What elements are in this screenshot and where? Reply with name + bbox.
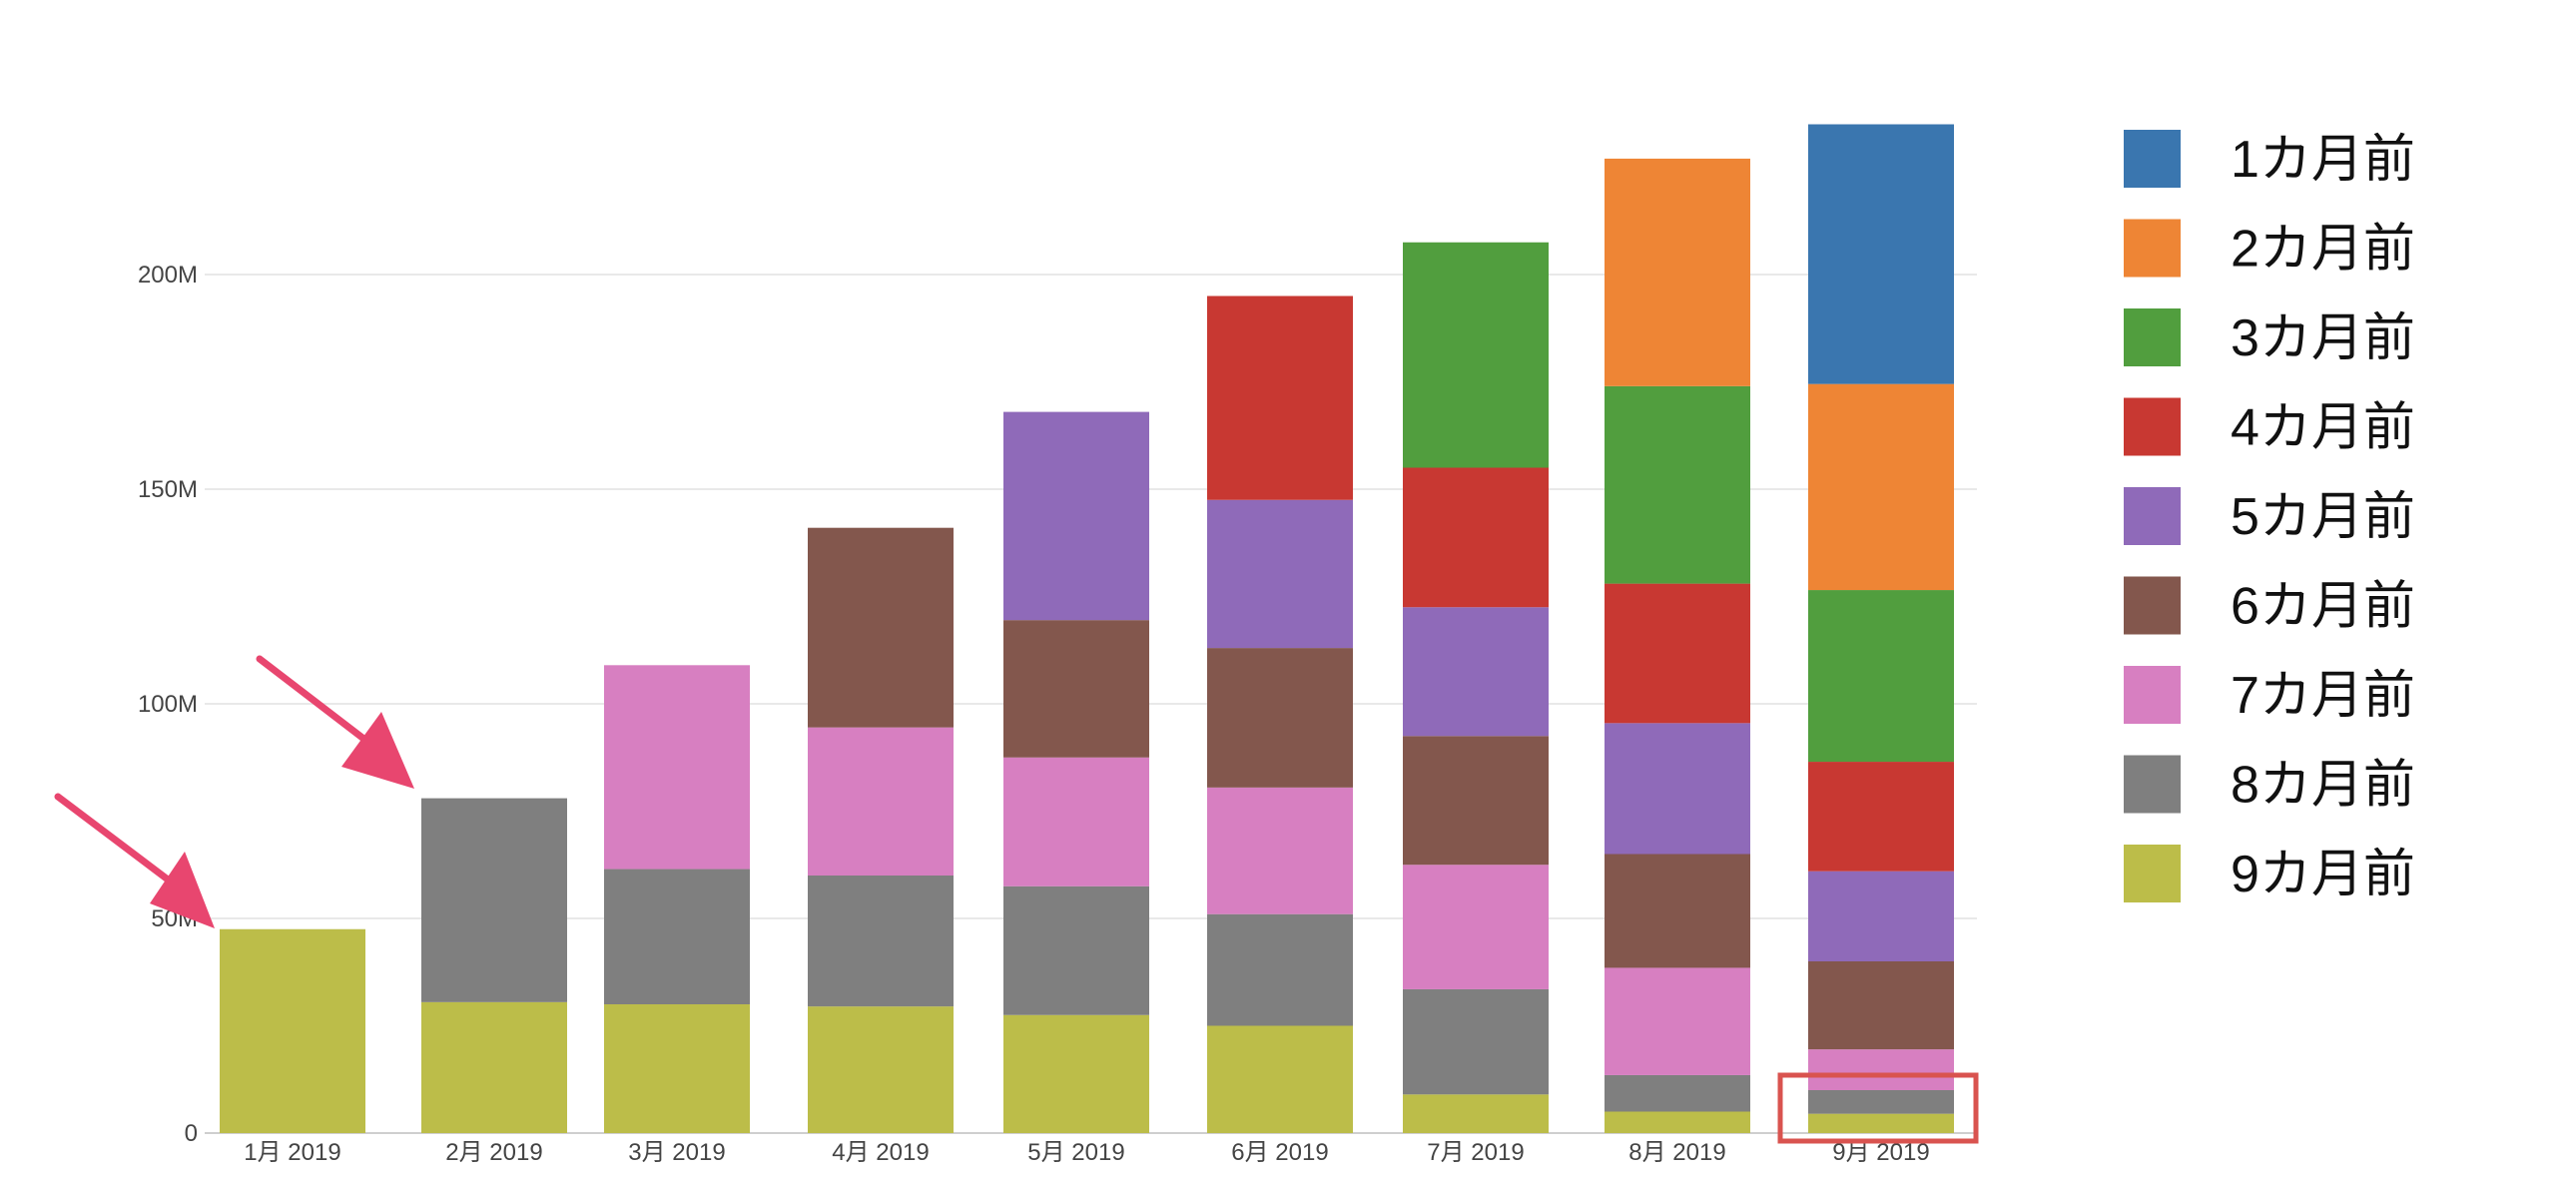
x-tick-label: 3月 2019 [628,1139,725,1166]
bar-segment [808,527,954,728]
annotation-arrow-head [341,712,414,789]
bar-segment [808,727,954,876]
bar-segment [1808,762,1954,872]
annotation-arrow-shaft [256,655,383,755]
bar-segment [1605,1111,1750,1133]
bar-segment [1207,787,1353,914]
bar-segment [808,1006,954,1133]
legend-label: 7カ月前 [2231,667,2415,725]
bar-segment [1808,871,1954,961]
y-tick-label: 0 [185,1120,198,1147]
bar-segment [421,1001,567,1133]
legend-label: 2カ月前 [2231,221,2415,279]
bar-segment [1808,124,1954,384]
bar-segment [1808,1049,1954,1090]
legend-label: 6カ月前 [2231,578,2415,636]
bar-segment [1403,242,1549,468]
bar-segment [1003,757,1149,886]
bar-segment [1403,736,1549,866]
legend-swatch [2124,845,2181,902]
x-tick-label: 2月 2019 [445,1139,542,1166]
x-tick-label: 5月 2019 [1027,1139,1124,1166]
bar-segment [604,869,750,1004]
legend-swatch [2124,666,2181,724]
y-tick-label: 150M [138,476,198,503]
bar-segment [1403,467,1549,608]
bar-segment [1605,158,1750,386]
legend-label: 3カ月前 [2231,309,2415,367]
legend-swatch [2124,130,2181,188]
bar-segment [1003,620,1149,758]
bar-segment [1207,499,1353,649]
x-axis: 1月 2019 2月 2019 3月 2019 4月 2019 5月 2019 6月 20… [244,1139,1929,1166]
x-tick-label: 8月 2019 [1628,1139,1725,1166]
legend-swatch [2124,487,2181,545]
bar-segment [1808,383,1954,591]
bar-segment [1605,854,1750,968]
bar-segment [1003,411,1149,621]
legend-label: 1カ月前 [2231,131,2415,189]
y-tick-label: 200M [138,262,198,289]
annotation-arrow-shaft [54,793,184,892]
bar-segment [421,798,567,1002]
bar-segment [1605,583,1750,724]
legend-swatch [2124,219,2181,278]
bar-segment [604,665,750,870]
bar-segment [1403,988,1549,1095]
legend-label: 9カ月前 [2231,846,2415,903]
bars [220,124,1954,1133]
bar-segment [1808,961,1954,1050]
bar-segment [220,928,365,1133]
bar-segment [1403,865,1549,989]
y-tick-label: 100M [138,691,198,718]
legend-swatch [2124,308,2181,366]
legend-label: 5カ月前 [2231,488,2415,546]
bar-segment [1808,590,1954,763]
bar-segment [1808,1090,1954,1114]
annotation-highlight-box [1777,1072,1979,1144]
x-tick-label: 7月 2019 [1427,1139,1524,1166]
legend-swatch [2124,755,2181,814]
bar-segment [1808,1113,1954,1133]
bar-segment [808,876,954,1007]
bar-segment [1403,607,1549,737]
bar-segment [604,1004,750,1133]
bar-segment [1207,1025,1353,1133]
bar-segment [1605,1074,1750,1112]
legend-swatch [2124,576,2181,635]
bar-segment [1207,648,1353,788]
legend-label: 8カ月前 [2231,757,2415,815]
legend: 1カ月前 2カ月前 3カ月前 4カ月前 5カ月前 6カ月前 7カ月前 8カ月前 9カ月前 [2124,130,2415,903]
bar-segment [1605,723,1750,855]
bar-segment [1207,913,1353,1026]
annotations [54,655,1979,1144]
x-tick-label: 1月 2019 [244,1139,340,1166]
bar-segment [1605,385,1750,584]
legend-label: 4カ月前 [2231,399,2415,457]
bar-segment [1003,885,1149,1015]
x-tick-label: 6月 2019 [1231,1139,1328,1166]
bar-segment [1003,1014,1149,1133]
bar-segment [1403,1094,1549,1133]
x-tick-label: 4月 2019 [832,1139,929,1166]
bar-segment [1207,295,1353,500]
annotation-arrow-head [150,852,215,928]
bar-segment [1605,967,1750,1075]
legend-swatch [2124,397,2181,456]
